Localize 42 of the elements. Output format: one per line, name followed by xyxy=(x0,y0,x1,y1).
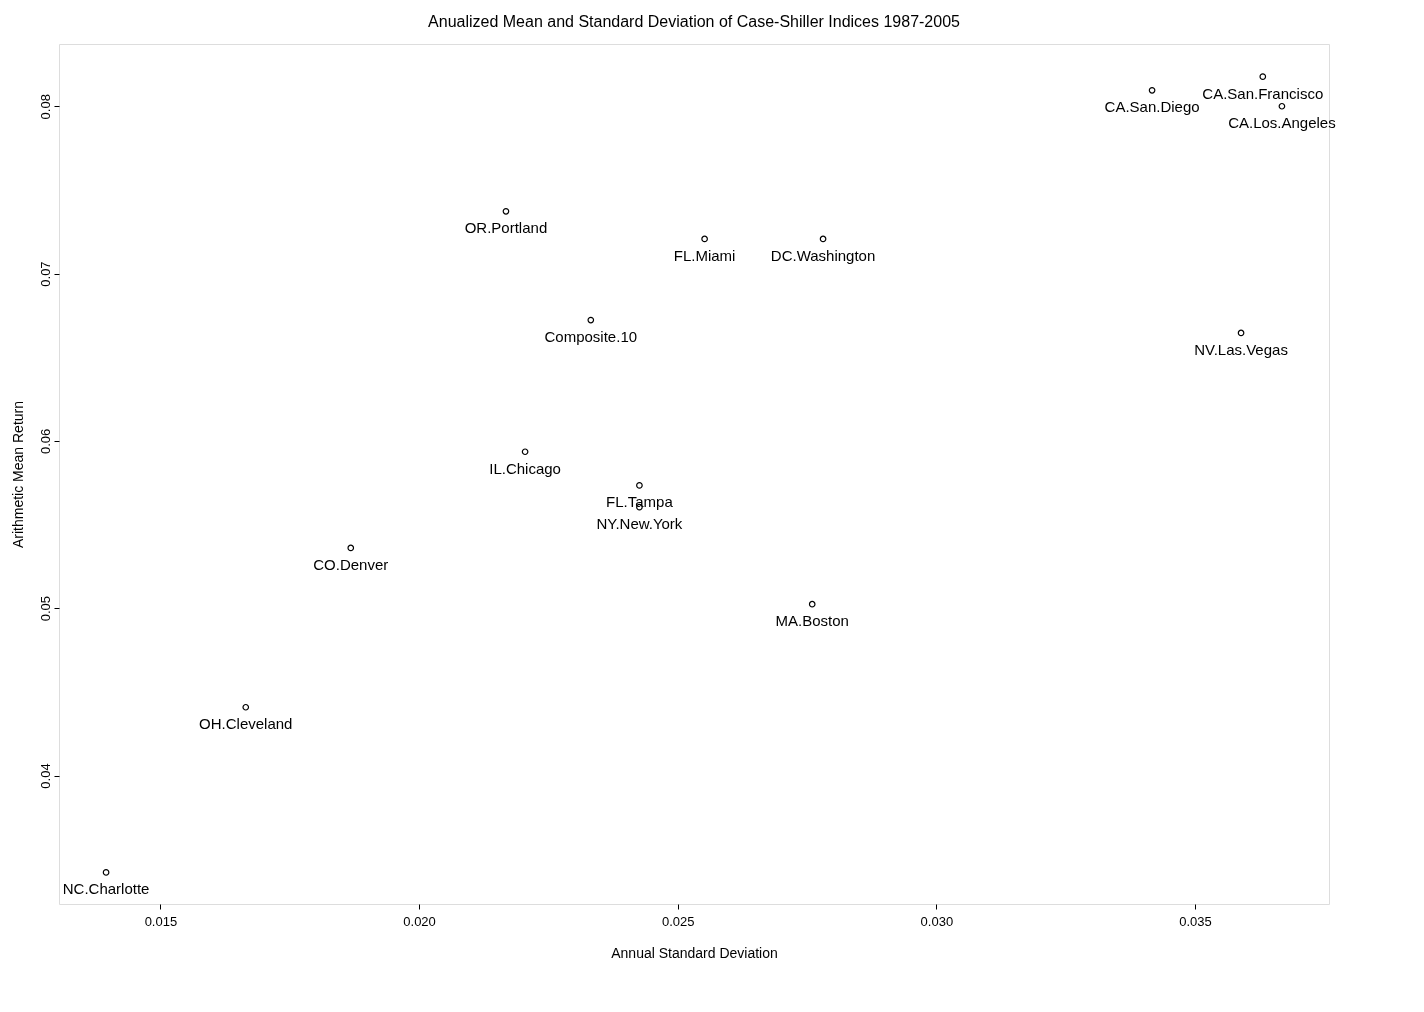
annotation: NC.Charlotte xyxy=(62,880,150,898)
annotation: CA.San.Francisco xyxy=(1202,84,1324,102)
y-tick-label: 0.08 xyxy=(37,94,53,120)
x-tick-label: 0.025 xyxy=(661,913,695,929)
point xyxy=(587,316,595,324)
annotation: CA.San.Diego xyxy=(1104,98,1200,116)
point xyxy=(1237,329,1245,337)
point xyxy=(808,600,816,608)
annotation: DC.Washington xyxy=(770,246,876,264)
point xyxy=(701,235,708,243)
y-tick-label: 0.06 xyxy=(37,428,53,455)
y-axis-title: Arithmetic Mean Return xyxy=(9,400,26,549)
annotation: Composite.10 xyxy=(544,328,638,346)
y-tick-label: 0.04 xyxy=(37,763,53,789)
annotation: FL.Tampa xyxy=(606,493,674,511)
x-tick-label: 0.035 xyxy=(1179,913,1212,929)
chart-title: Anualized Mean and Standard Deviation of Case-Shiller Indices 1987-2005 xyxy=(428,13,961,30)
x-tick-label: 0.015 xyxy=(144,913,178,929)
annotation: CA.Los.Angeles xyxy=(1228,114,1336,132)
point xyxy=(102,869,110,876)
point xyxy=(521,448,529,456)
point xyxy=(819,235,827,243)
point xyxy=(636,482,643,489)
annotation: NY.New.York xyxy=(596,515,683,533)
annotation: MA.Boston xyxy=(775,612,849,630)
annotation: CO.Denver xyxy=(313,555,389,573)
x-tick-label: 0.030 xyxy=(920,913,954,929)
y-tick-label: 0.07 xyxy=(37,261,53,287)
point xyxy=(347,544,355,552)
annotation: OH.Cleveland xyxy=(199,715,293,733)
point xyxy=(1148,87,1156,94)
annotation: NV.Las.Vegas xyxy=(1194,340,1288,358)
annotation: OR.Portland xyxy=(464,219,548,237)
point xyxy=(502,207,510,215)
annotation: IL.Chicago xyxy=(489,459,561,477)
point xyxy=(1259,73,1267,80)
y-tick-label: 0.05 xyxy=(37,596,53,622)
annotation: FL.Miami xyxy=(673,246,736,264)
point xyxy=(1278,102,1286,110)
point xyxy=(242,703,250,711)
x-tick-label: 0.020 xyxy=(403,913,436,929)
x-axis-title: Annual Standard Deviation xyxy=(611,944,778,961)
